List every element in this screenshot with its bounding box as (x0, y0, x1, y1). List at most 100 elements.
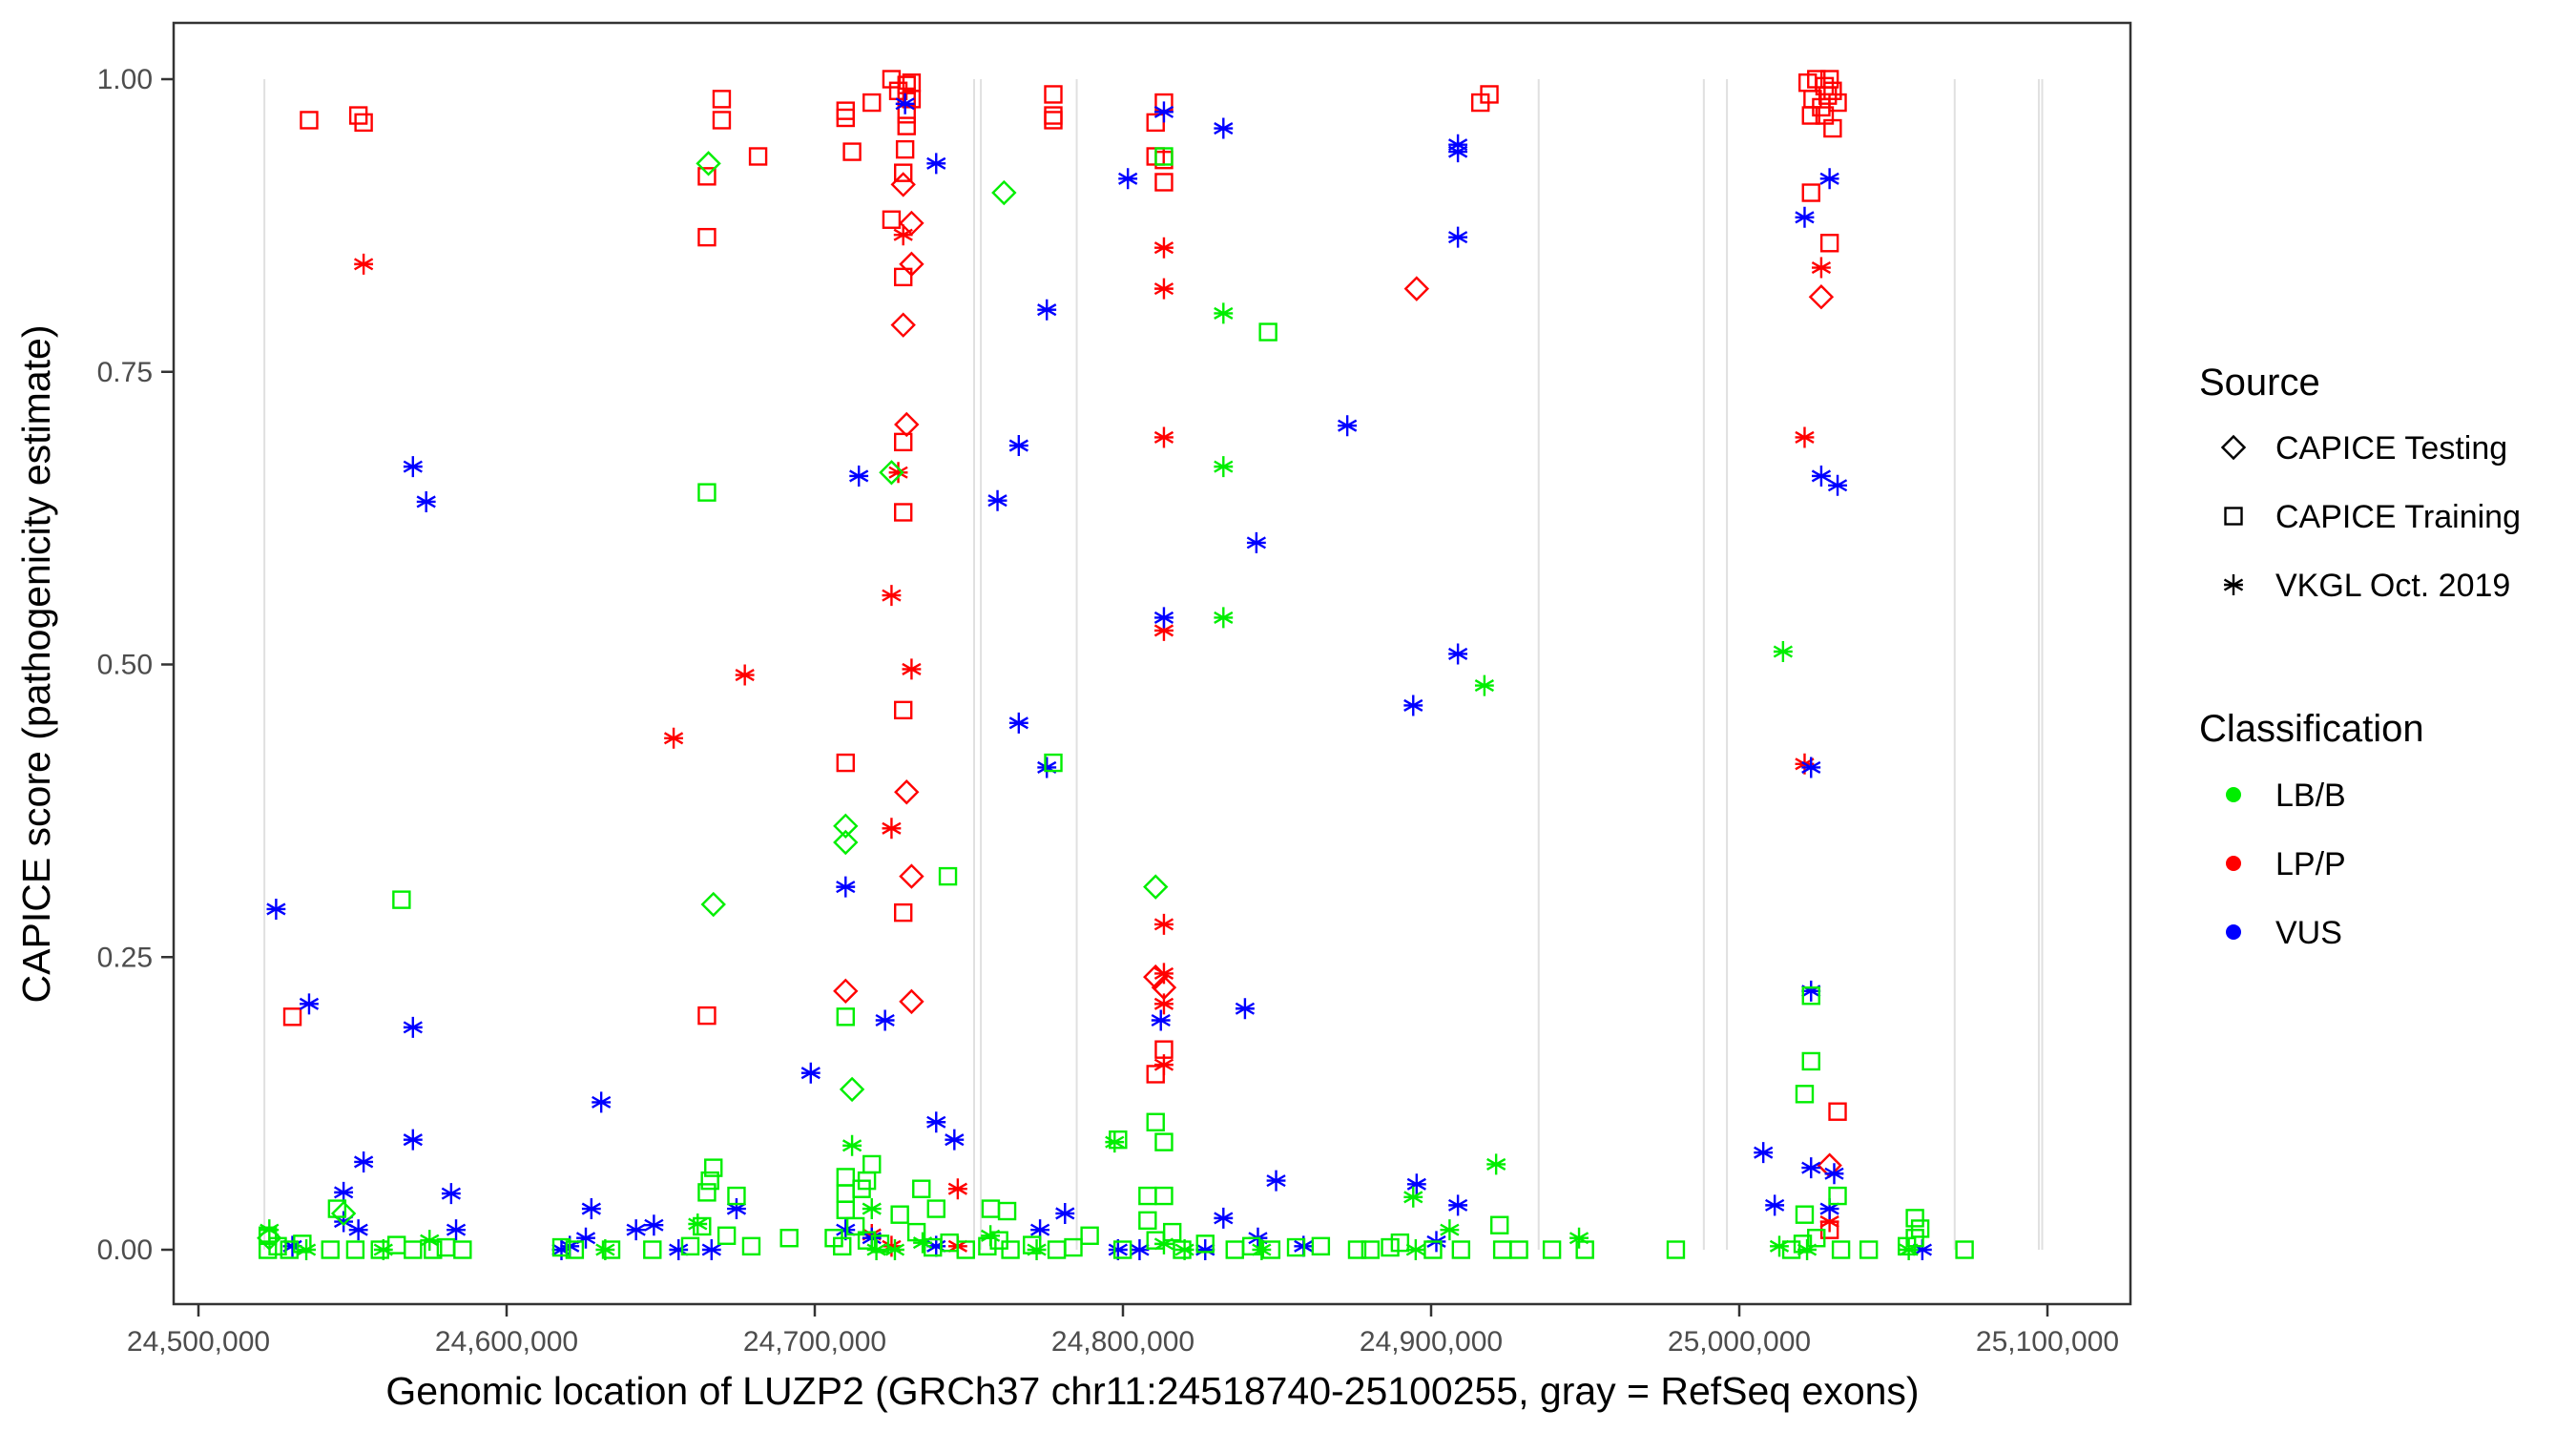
data-point-asterisk-vus (800, 1062, 821, 1084)
data-point-square-lbb (565, 1240, 585, 1259)
x-axis-title: Genomic location of LUZP2 (GRCh37 chr11:… (385, 1369, 1919, 1413)
data-point-asterisk-lpp (1819, 1211, 1839, 1233)
data-point-asterisk-lpp (888, 462, 908, 484)
data-point-diamond-lpp (894, 411, 920, 438)
data-point-asterisk-lbb (595, 1239, 615, 1260)
data-point-square-lbb (1347, 1240, 1367, 1259)
data-point-asterisk-vus (1447, 226, 1468, 248)
data-point-asterisk-vus (836, 1219, 856, 1241)
data-point-square-lpp (836, 753, 855, 773)
data-point-square-lbb (741, 1236, 761, 1256)
data-point-asterisk-vus (1037, 299, 1057, 321)
data-point-square-lbb (327, 1199, 347, 1218)
data-point-square-lpp (1823, 118, 1842, 138)
data-point-asterisk-lbb (688, 1213, 708, 1235)
data-point-asterisk-lpp (1153, 278, 1174, 300)
data-point-asterisk-lbb (1405, 1239, 1425, 1260)
data-point-asterisk-lpp (663, 727, 684, 749)
data-point-square-lbb (727, 1186, 746, 1206)
data-point-asterisk-lbb (1568, 1227, 1589, 1249)
data-point-asterisk-lpp (1153, 913, 1174, 935)
data-point-asterisk-lbb (841, 1134, 862, 1156)
data-point-square-lbb (717, 1226, 737, 1245)
data-point-asterisk-vus (1801, 980, 1821, 1002)
data-point-asterisk-vus (987, 489, 1008, 511)
data-point-asterisk-vus (403, 1016, 423, 1038)
data-point-square-lbb (1828, 1186, 1847, 1206)
data-point-asterisk-lpp (1153, 237, 1174, 259)
data-point-diamond-lpp (1403, 276, 1430, 301)
data-point-asterisk-lpp (1153, 426, 1174, 448)
data-point-asterisk-vus (1214, 1207, 1234, 1229)
data-point-asterisk-vus (1403, 695, 1423, 716)
data-point-diamond-lpp (899, 863, 924, 889)
data-point-asterisk-vus (726, 1198, 747, 1220)
legend-color-dot-icon (2226, 856, 2241, 871)
data-point-square-lpp (1801, 106, 1820, 125)
data-point-square-lpp (897, 116, 916, 135)
data-point-square-lpp (748, 147, 768, 166)
data-point-square-lbb (833, 1236, 852, 1256)
data-point-diamond-lpp (890, 172, 916, 197)
data-point-square-lpp (895, 139, 915, 159)
data-point-asterisk-vus (945, 1129, 965, 1151)
data-point-asterisk-vus (1819, 1198, 1839, 1220)
data-point-asterisk-vus (701, 1239, 721, 1260)
legend-class-label: VUS (2275, 915, 2342, 951)
data-point-square-lbb (453, 1240, 472, 1259)
x-tick-label: 24,700,000 (743, 1326, 886, 1358)
data-point-square-lbb (700, 1171, 719, 1191)
data-point-square-lbb (1509, 1240, 1528, 1259)
y-axis-title: CAPICE score (pathogenicity estimate) (14, 325, 58, 1004)
data-point-asterisk-vus (1824, 1163, 1844, 1185)
data-point-diamond-lbb (991, 179, 1017, 206)
data-point-diamond-lbb (1143, 874, 1169, 900)
data-point-diamond-lpp (894, 779, 920, 805)
data-point-square-lpp (697, 227, 717, 247)
data-point-asterisk-vus (581, 1198, 601, 1220)
data-point-asterisk-lbb (1797, 1239, 1818, 1260)
data-point-asterisk-lpp (893, 224, 913, 246)
data-point-square-lbb (1666, 1240, 1686, 1259)
data-point-asterisk-vus (1214, 117, 1234, 139)
data-point-asterisk-vus (1754, 1142, 1774, 1164)
data-point-asterisk-vus (1055, 1202, 1075, 1224)
data-point-square-lbb (1795, 1205, 1815, 1224)
data-point-square-lbb (258, 1226, 278, 1245)
data-point-square-lbb (836, 1200, 855, 1219)
data-point-asterisk-vus (282, 1235, 302, 1257)
data-point-asterisk-lbb (420, 1230, 440, 1252)
data-point-asterisk-lbb (1027, 1239, 1047, 1260)
legend-diamond-icon (2220, 434, 2247, 461)
data-point-square-lpp (1818, 86, 1838, 105)
data-point-asterisk-lpp (1153, 1054, 1174, 1076)
data-point-asterisk-lbb (1486, 1153, 1506, 1175)
data-point-diamond-lpp (890, 312, 916, 338)
data-point-square-lbb (1258, 322, 1278, 342)
legend-sources: CAPICE Testing CAPICE Training VKGL Oct. 2… (2220, 430, 2521, 604)
data-point-square-lbb (392, 890, 411, 909)
legend-class-label: LP/P (2275, 846, 2346, 882)
data-point-asterisk-vus (1235, 998, 1256, 1020)
legend-classification-title: Classification (2199, 708, 2424, 750)
data-point-square-lbb (1905, 1209, 1924, 1228)
data-point-asterisk-vus (1795, 206, 1815, 228)
data-point-diamond-lbb (833, 813, 859, 840)
data-point-square-lpp (697, 167, 717, 186)
data-point-square-lbb (926, 1199, 945, 1218)
x-axis: 24,500,000 24,600,000 24,700,000 24,800,000… (127, 1304, 2119, 1358)
y-tick-label: 0.50 (97, 650, 153, 681)
data-point-square-lbb (1390, 1233, 1410, 1253)
legend-source-title: Source (2199, 362, 2320, 404)
data-point-square-lpp (894, 503, 913, 522)
data-point-diamond-lbb (696, 151, 721, 176)
data-point-asterisk-vus (1008, 712, 1028, 734)
data-point-diamond-lpp (833, 978, 859, 1005)
legend-source-label: CAPICE Testing (2275, 430, 2507, 467)
data-point-square-lbb (697, 1183, 717, 1202)
data-point-square-lbb (321, 1240, 340, 1259)
data-point-asterisk-vus (334, 1211, 354, 1233)
x-tick-label: 24,600,000 (435, 1326, 578, 1358)
data-point-square-lbb (1801, 1051, 1820, 1071)
